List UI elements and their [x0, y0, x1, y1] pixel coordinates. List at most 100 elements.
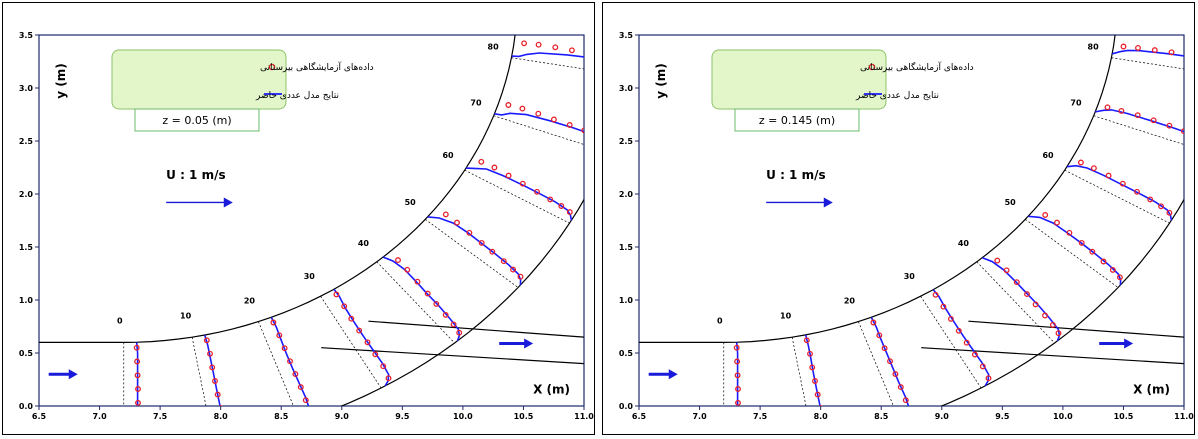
experimental-point	[466, 229, 473, 236]
experimental-point	[372, 351, 379, 358]
experimental-point	[500, 258, 507, 265]
experimental-point	[414, 278, 421, 285]
experimental-point	[552, 44, 559, 51]
experimental-point	[133, 344, 140, 351]
experimental-point	[1077, 159, 1084, 166]
x-tick-label: 9.5	[995, 412, 1010, 421]
x-tick-label: 8.0	[814, 412, 829, 421]
experimental-point	[203, 337, 210, 344]
bend-inner-wall	[123, 35, 516, 343]
numerical-profile	[333, 288, 390, 387]
legend: داده‌های آزمایشگاهی بیرستانی نتایج مدل عد…	[111, 49, 374, 110]
experimental-point	[489, 248, 496, 255]
experimental-point	[823, 432, 828, 436]
x-tick-label: 9.0	[935, 412, 950, 421]
experimental-point	[892, 371, 899, 378]
y-tick-label: 0.5	[619, 349, 634, 358]
inflow-arrow-head	[68, 369, 78, 380]
experimental-point	[135, 428, 140, 433]
scale-arrow	[166, 197, 233, 208]
experimental-point	[1100, 258, 1107, 265]
scale-arrow-head	[223, 197, 233, 208]
experimental-point	[963, 339, 970, 346]
flow-chart-z0145: 6.5 7.0 7.5 8.0 8.5 9.0 9.5 10.0 10.5 11.0 0.0 0.5 1…	[619, 31, 1194, 436]
x-tick-label: 10.0	[453, 412, 473, 421]
experimental-point	[1166, 122, 1173, 129]
y-tick-label: 2.5	[619, 137, 634, 146]
experimental-point	[812, 378, 818, 384]
numerical-profile	[427, 216, 522, 286]
experimental-point	[297, 384, 304, 391]
numerical-profile	[135, 342, 139, 406]
x-tick-label: 10.5	[514, 412, 534, 421]
x-tick-label: 7.5	[753, 412, 768, 421]
section-line	[376, 261, 455, 344]
experimental-point	[433, 300, 440, 307]
x-tick-label: 11.0	[574, 412, 594, 421]
experimental-point	[881, 345, 888, 352]
outflow-arrow-head	[1124, 338, 1134, 349]
x-tick-label: 8.5	[874, 412, 889, 421]
section-label: 10	[180, 312, 192, 321]
section-label: 60	[1042, 151, 1054, 160]
x-tick-label: 7.0	[692, 412, 707, 421]
experimental-point	[1150, 117, 1157, 124]
section-label: 80	[488, 43, 500, 52]
experimental-point	[734, 372, 741, 379]
experimental-point	[276, 332, 283, 339]
experimental-point	[1120, 43, 1127, 50]
experimental-point	[566, 209, 573, 216]
depth-label-box	[734, 108, 860, 132]
y-tick-label: 1.5	[619, 243, 634, 252]
experimental-point	[581, 127, 584, 134]
section-label: 50	[1005, 198, 1017, 207]
experimental-point	[535, 41, 542, 48]
experimental-point	[450, 321, 457, 328]
section-line	[976, 261, 1055, 344]
section-line	[791, 337, 807, 406]
experimental-point	[1166, 209, 1173, 216]
experimental-point	[519, 105, 526, 112]
legend-marker-experimental	[268, 63, 276, 71]
experimental-point	[307, 410, 312, 415]
experimental-point	[491, 164, 498, 171]
experimental-point	[594, 133, 596, 138]
experimental-point	[385, 375, 392, 382]
experimental-point	[1135, 44, 1141, 51]
experimental-point	[136, 414, 141, 419]
numerical-profile	[804, 334, 821, 406]
experimental-point	[1116, 274, 1123, 281]
section-label: 50	[405, 198, 417, 207]
experimental-point	[534, 188, 540, 195]
x-tick-label: 8.0	[214, 412, 229, 421]
y-tick-label: 0.0	[619, 402, 634, 411]
experimental-point	[1049, 321, 1056, 328]
experimental-point	[281, 345, 288, 352]
experimental-point	[214, 391, 221, 398]
section-label: 0	[117, 317, 123, 326]
experimental-point	[734, 358, 741, 365]
experimental-point	[558, 203, 565, 209]
experimental-point	[292, 371, 299, 378]
section-label: 20	[844, 297, 856, 306]
legend: داده‌های آزمایشگاهی بیرستانی نتایج مدل عد…	[711, 49, 974, 110]
experimental-point	[733, 344, 740, 351]
y-tick-label: 2.5	[19, 137, 34, 146]
experimental-point	[341, 303, 348, 310]
section-label: 20	[244, 297, 256, 306]
numerical-profile	[494, 112, 584, 133]
x-tick-label: 10.5	[1114, 412, 1134, 421]
experimental-point	[510, 266, 517, 273]
section-label: 40	[358, 239, 370, 248]
section-line	[1064, 169, 1170, 224]
outflow-arrow	[499, 338, 534, 349]
velocity-scale-label: U : 1 m/s	[766, 168, 825, 182]
y-tick-label: 2.0	[19, 190, 34, 199]
branch-wall-lower	[921, 347, 1184, 365]
experimental-point	[505, 172, 512, 179]
experimental-point	[1105, 172, 1112, 179]
experimental-point	[818, 405, 823, 406]
branch-wall-upper	[368, 320, 584, 338]
experimental-point	[270, 319, 277, 326]
experimental-point	[955, 327, 962, 334]
